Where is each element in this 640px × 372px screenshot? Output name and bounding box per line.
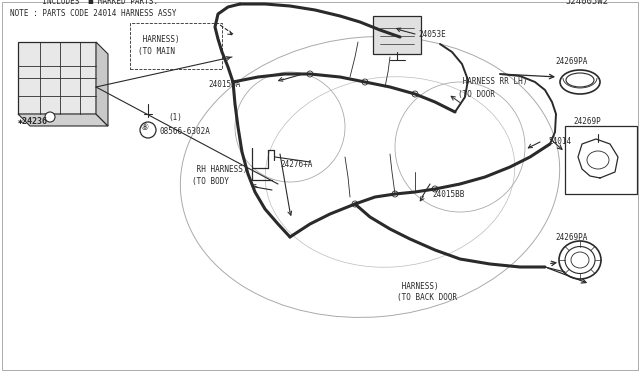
Text: ✱24236: ✱24236 [18,117,48,126]
FancyBboxPatch shape [373,16,421,54]
Text: 24053E: 24053E [418,30,445,39]
FancyBboxPatch shape [18,42,96,114]
Text: RH HARNESS): RH HARNESS) [192,165,248,174]
Text: 08566-6302A: 08566-6302A [160,127,211,136]
Text: NOTE : PARTS CODE 24014 HARNESS ASSY: NOTE : PARTS CODE 24014 HARNESS ASSY [10,9,177,18]
Text: (TO MAIN: (TO MAIN [138,47,175,56]
Circle shape [432,186,438,192]
Circle shape [45,112,55,122]
Circle shape [392,191,398,197]
Text: HARNESS): HARNESS) [138,35,180,44]
Text: 24015BA: 24015BA [208,80,241,89]
Text: 24269PA: 24269PA [555,233,588,242]
Text: (TO DOOR: (TO DOOR [458,90,495,99]
Text: (TO BODY: (TO BODY [192,177,229,186]
Polygon shape [96,42,108,126]
Text: HARNESS): HARNESS) [397,282,438,291]
Text: INCLUDES '■'MARKED PARTS.: INCLUDES '■'MARKED PARTS. [10,0,158,6]
Text: (1): (1) [168,113,182,122]
Text: 24014: 24014 [548,137,571,146]
Text: 24276+A: 24276+A [280,160,312,169]
Circle shape [362,79,368,85]
Polygon shape [18,114,108,126]
Text: 24015BB: 24015BB [432,190,465,199]
Text: 24269PA: 24269PA [555,57,588,66]
Text: J24005W2: J24005W2 [565,0,608,6]
Text: (TO BACK DOOR: (TO BACK DOOR [397,293,457,302]
Text: ⑧: ⑧ [140,122,148,131]
Circle shape [412,91,418,97]
Text: HARNESS RR LH): HARNESS RR LH) [458,77,527,86]
Circle shape [352,201,358,207]
Text: 24269P: 24269P [573,117,601,126]
Circle shape [307,71,313,77]
